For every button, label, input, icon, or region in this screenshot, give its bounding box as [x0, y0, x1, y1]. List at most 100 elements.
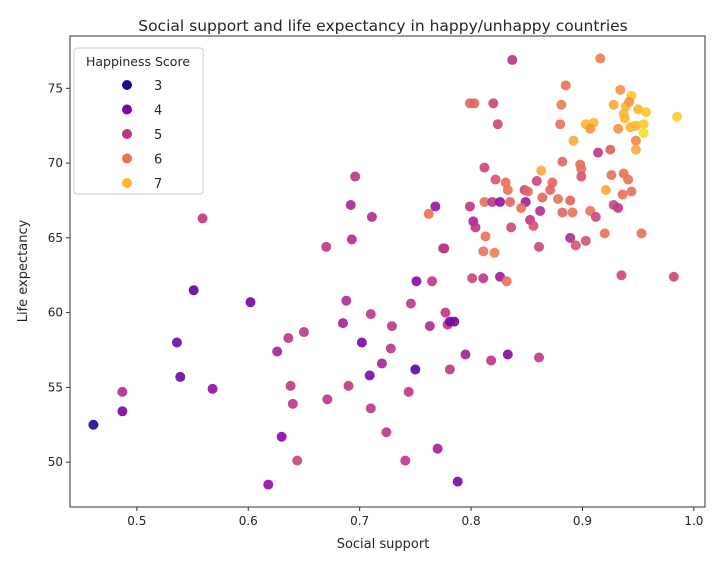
- data-point: [171, 337, 182, 348]
- data-point: [175, 371, 186, 382]
- data-point: [552, 193, 563, 204]
- data-point: [292, 455, 303, 466]
- data-point: [608, 99, 619, 110]
- data-point: [423, 208, 434, 219]
- x-tick-label: 1.0: [684, 514, 703, 528]
- data-point: [565, 195, 576, 206]
- data-point: [366, 211, 377, 222]
- data-point: [365, 309, 376, 320]
- y-axis: 50 55 60 65 70 75: [48, 81, 70, 469]
- data-point: [117, 386, 128, 397]
- data-point: [285, 380, 296, 391]
- data-point: [400, 455, 411, 466]
- data-point: [385, 343, 396, 354]
- data-point: [630, 120, 641, 131]
- data-point: [501, 276, 512, 287]
- data-point: [490, 174, 501, 185]
- data-point: [489, 247, 500, 258]
- data-point: [557, 207, 568, 218]
- legend-marker: [122, 129, 132, 139]
- data-point: [492, 119, 503, 130]
- data-point: [534, 352, 545, 363]
- data-point: [486, 355, 497, 366]
- data-point: [322, 394, 333, 405]
- data-point: [617, 189, 628, 200]
- data-point: [535, 205, 546, 216]
- data-point: [350, 171, 361, 182]
- data-point: [403, 386, 414, 397]
- data-point: [522, 186, 533, 197]
- data-point: [567, 207, 578, 218]
- legend-label: 3: [154, 79, 162, 94]
- data-point: [444, 364, 455, 375]
- legend-label: 5: [154, 128, 162, 143]
- legend-label: 4: [154, 104, 162, 119]
- data-point: [626, 186, 637, 197]
- y-tick-label: 50: [48, 455, 63, 469]
- y-tick-label: 70: [48, 156, 63, 170]
- data-point: [528, 220, 539, 231]
- data-point: [343, 380, 354, 391]
- data-point: [619, 113, 630, 124]
- data-point: [576, 164, 587, 175]
- data-point: [467, 273, 478, 284]
- x-tick-label: 0.7: [350, 514, 369, 528]
- data-point: [516, 202, 527, 213]
- data-point: [376, 358, 387, 369]
- x-axis-label: Social support: [337, 537, 430, 552]
- points-layer: [88, 53, 683, 490]
- data-point: [364, 370, 375, 381]
- x-axis: 0.5 0.6 0.7 0.8 0.9 1.0: [127, 507, 703, 528]
- data-point: [411, 276, 422, 287]
- data-point: [263, 479, 274, 490]
- data-point: [636, 228, 647, 239]
- x-tick-label: 0.6: [239, 514, 258, 528]
- chart-title: Social support and life expectancy in ha…: [138, 17, 628, 35]
- data-point: [337, 318, 348, 329]
- data-point: [424, 321, 435, 332]
- data-point: [341, 295, 352, 306]
- legend-marker: [122, 153, 132, 164]
- data-point: [479, 162, 490, 173]
- data-point: [345, 199, 356, 210]
- data-point: [638, 128, 649, 139]
- data-point: [356, 337, 367, 348]
- data-point: [405, 298, 416, 309]
- legend-marker: [122, 104, 132, 115]
- data-point: [638, 119, 649, 130]
- data-point: [381, 427, 392, 438]
- data-point: [531, 176, 542, 187]
- data-point: [616, 270, 627, 281]
- data-point: [464, 201, 475, 212]
- data-point: [605, 144, 616, 155]
- y-tick-label: 55: [48, 380, 63, 394]
- data-point: [606, 170, 617, 181]
- data-point: [495, 196, 506, 207]
- data-point: [449, 316, 460, 327]
- data-point: [672, 111, 683, 122]
- data-point: [624, 96, 635, 107]
- data-point: [623, 174, 634, 185]
- data-point: [536, 165, 547, 176]
- data-point: [430, 201, 441, 212]
- data-point: [480, 231, 491, 242]
- data-point: [556, 99, 567, 110]
- data-point: [545, 185, 556, 196]
- data-point: [452, 476, 463, 487]
- legend-label: 7: [154, 177, 162, 192]
- data-point: [502, 349, 513, 360]
- data-point: [613, 123, 624, 134]
- data-point: [440, 307, 451, 318]
- data-point: [469, 98, 480, 109]
- legend-marker: [122, 80, 132, 90]
- data-point: [487, 196, 498, 207]
- data-point: [287, 398, 298, 409]
- data-point: [427, 276, 438, 287]
- data-point: [630, 144, 641, 155]
- data-point: [346, 234, 357, 245]
- data-point: [386, 321, 397, 332]
- data-point: [478, 273, 489, 284]
- data-point: [565, 232, 576, 243]
- legend-box: [73, 47, 204, 195]
